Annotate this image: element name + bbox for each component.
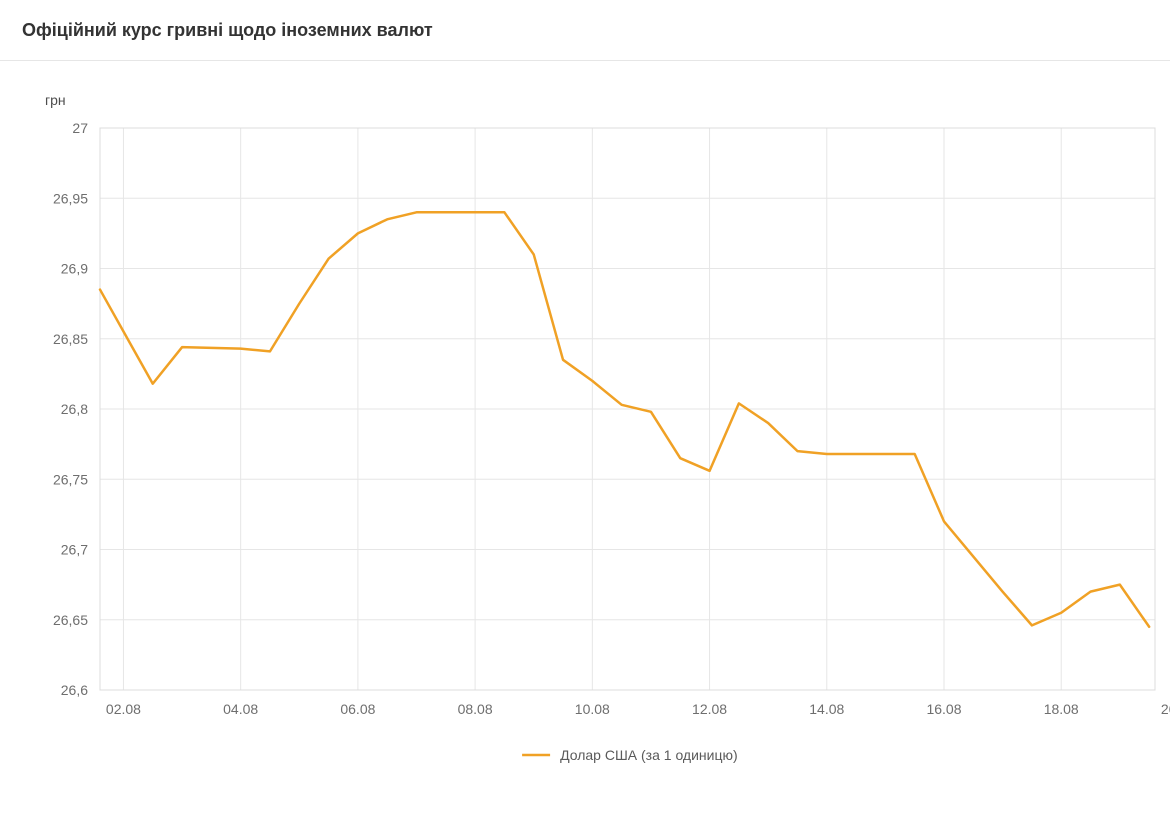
x-tick-label: 08.08 <box>458 701 493 717</box>
series-line-usd <box>100 212 1149 626</box>
y-tick-label: 26,85 <box>53 331 88 347</box>
x-tick-label: 16.08 <box>926 701 961 717</box>
y-tick-label: 26,6 <box>61 682 88 698</box>
x-tick-label: 10.08 <box>575 701 610 717</box>
line-chart: грн 26,6 26,65 26,7 26,75 26,8 26,85 26,9 26,95 2… <box>0 70 1170 813</box>
x-tick-label: 14.08 <box>809 701 844 717</box>
y-tick-label: 26,8 <box>61 401 88 417</box>
y-axis-label: грн <box>45 92 66 108</box>
y-tick-label: 27 <box>72 120 88 136</box>
header-divider <box>0 60 1170 61</box>
y-tick-label: 26,75 <box>53 471 88 487</box>
x-tick-label: 12.08 <box>692 701 727 717</box>
x-tick-label: 02.08 <box>106 701 141 717</box>
x-tick-label: 04.08 <box>223 701 258 717</box>
x-tick-label: 18.08 <box>1044 701 1079 717</box>
y-tick-label: 26,9 <box>61 261 88 277</box>
x-tick-label: 20.08 <box>1161 701 1170 717</box>
y-tick-label: 26,7 <box>61 542 88 558</box>
legend-label: Долар США (за 1 одиницю) <box>560 747 738 763</box>
y-tick-label: 26,95 <box>53 190 88 206</box>
chart-title: Офіційний курс гривні щодо іноземних вал… <box>22 20 433 41</box>
y-tick-label: 26,65 <box>53 612 88 628</box>
x-tick-label: 06.08 <box>340 701 375 717</box>
